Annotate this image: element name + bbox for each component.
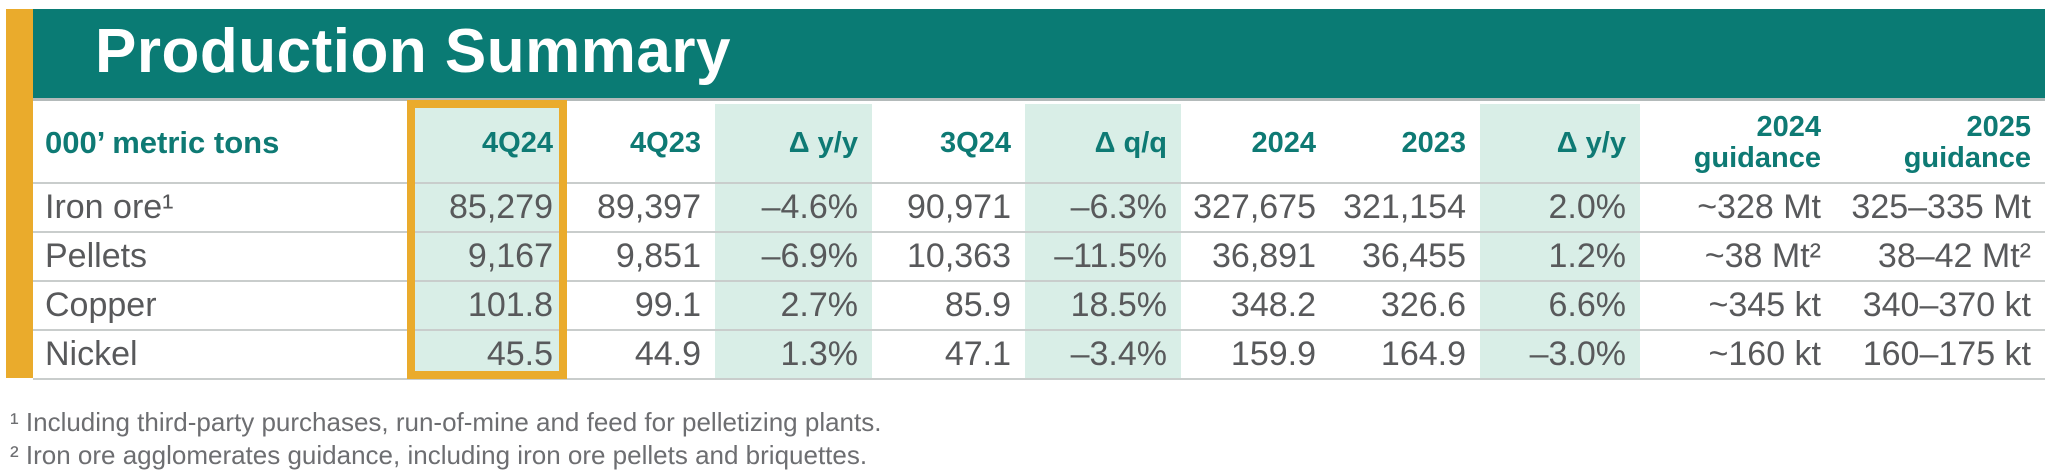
table-cell: 36,891 bbox=[1181, 232, 1330, 282]
table-cell: 9,851 bbox=[567, 232, 715, 282]
row-label: Copper bbox=[33, 281, 407, 331]
column-header-2024: 2024 bbox=[1181, 104, 1330, 184]
footnote-1: ¹ Including third-party purchases, run-o… bbox=[10, 407, 882, 437]
table-cell: 36,455 bbox=[1330, 232, 1480, 282]
table-cell: 6.6% bbox=[1480, 281, 1640, 331]
column-header-4q24: 4Q24 bbox=[407, 104, 567, 184]
table-cell: 9,167 bbox=[407, 232, 567, 282]
table-row-pellets: Pellets 9,167 9,851 –6.9% 10,363 –11.5% … bbox=[33, 232, 2045, 282]
table-cell: 45.5 bbox=[407, 330, 567, 380]
column-header-delta-yy-annual: Δ y/y bbox=[1480, 104, 1640, 184]
table-cell: 47.1 bbox=[872, 330, 1025, 380]
table-cell: 159.9 bbox=[1181, 330, 1330, 380]
table-cell: 18.5% bbox=[1025, 281, 1181, 331]
table-cell: 160–175 kt bbox=[1835, 330, 2045, 380]
row-label: Nickel bbox=[33, 330, 407, 380]
table-cell: –4.6% bbox=[715, 183, 872, 233]
table-cell: ~328 Mt bbox=[1640, 183, 1835, 233]
table-cell: ~345 kt bbox=[1640, 281, 1835, 331]
table-cell: 89,397 bbox=[567, 183, 715, 233]
column-header-2025-guidance: 2025 guidance bbox=[1835, 104, 2045, 184]
table-cell: 99.1 bbox=[567, 281, 715, 331]
header-row: 000’ metric tons 4Q24 4Q23 Δ y/y 3Q24 Δ … bbox=[33, 104, 2045, 184]
table-cell: –3.4% bbox=[1025, 330, 1181, 380]
table-cell: 90,971 bbox=[872, 183, 1025, 233]
table-cell: –11.5% bbox=[1025, 232, 1181, 282]
footnote-2: ² Iron ore agglomerates guidance, includ… bbox=[10, 439, 868, 470]
column-header-3q24: 3Q24 bbox=[872, 104, 1025, 184]
table-cell: –6.3% bbox=[1025, 183, 1181, 233]
footnotes: ¹ Including third-party purchases, run-o… bbox=[10, 406, 881, 471]
table-cell: 340–370 kt bbox=[1835, 281, 2045, 331]
production-table: 000’ metric tons 4Q24 4Q23 Δ y/y 3Q24 Δ … bbox=[33, 104, 2045, 380]
column-header-4q23: 4Q23 bbox=[567, 104, 715, 184]
table-cell: ~38 Mt² bbox=[1640, 232, 1835, 282]
table-cell: –3.0% bbox=[1480, 330, 1640, 380]
table-cell: 85.9 bbox=[872, 281, 1025, 331]
column-header-2024-guidance: 2024 guidance bbox=[1640, 104, 1835, 184]
table-cell: 1.2% bbox=[1480, 232, 1640, 282]
table-row-copper: Copper 101.8 99.1 2.7% 85.9 18.5% 348.2 … bbox=[33, 281, 2045, 331]
page-title: Production Summary bbox=[95, 17, 731, 86]
column-header-delta-qq: Δ q/q bbox=[1025, 104, 1181, 184]
table-cell: 327,675 bbox=[1181, 183, 1330, 233]
table-cell: 85,279 bbox=[407, 183, 567, 233]
table-cell: –6.9% bbox=[715, 232, 872, 282]
table-row-iron-ore: Iron ore¹ 85,279 89,397 –4.6% 90,971 –6.… bbox=[33, 183, 2045, 233]
table-cell: 348.2 bbox=[1181, 281, 1330, 331]
row-label: Iron ore¹ bbox=[33, 183, 407, 233]
column-header-2023: 2023 bbox=[1330, 104, 1480, 184]
table-cell: 164.9 bbox=[1330, 330, 1480, 380]
column-header-delta-yy: Δ y/y bbox=[715, 104, 872, 184]
table-cell: 321,154 bbox=[1330, 183, 1480, 233]
title-banner: Production Summary bbox=[33, 9, 2045, 101]
table-cell: 325–335 Mt bbox=[1835, 183, 2045, 233]
table-cell: 326.6 bbox=[1330, 281, 1480, 331]
table-cell: 1.3% bbox=[715, 330, 872, 380]
left-accent-bar bbox=[6, 9, 33, 378]
table-cell: ~160 kt bbox=[1640, 330, 1835, 380]
table-cell: 44.9 bbox=[567, 330, 715, 380]
table-cell: 10,363 bbox=[872, 232, 1025, 282]
table-row-nickel: Nickel 45.5 44.9 1.3% 47.1 –3.4% 159.9 1… bbox=[33, 330, 2045, 380]
table-cell: 38–42 Mt² bbox=[1835, 232, 2045, 282]
table-cell: 2.0% bbox=[1480, 183, 1640, 233]
column-header-units: 000’ metric tons bbox=[33, 104, 407, 184]
table-cell: 2.7% bbox=[715, 281, 872, 331]
row-label: Pellets bbox=[33, 232, 407, 282]
table-cell: 101.8 bbox=[407, 281, 567, 331]
